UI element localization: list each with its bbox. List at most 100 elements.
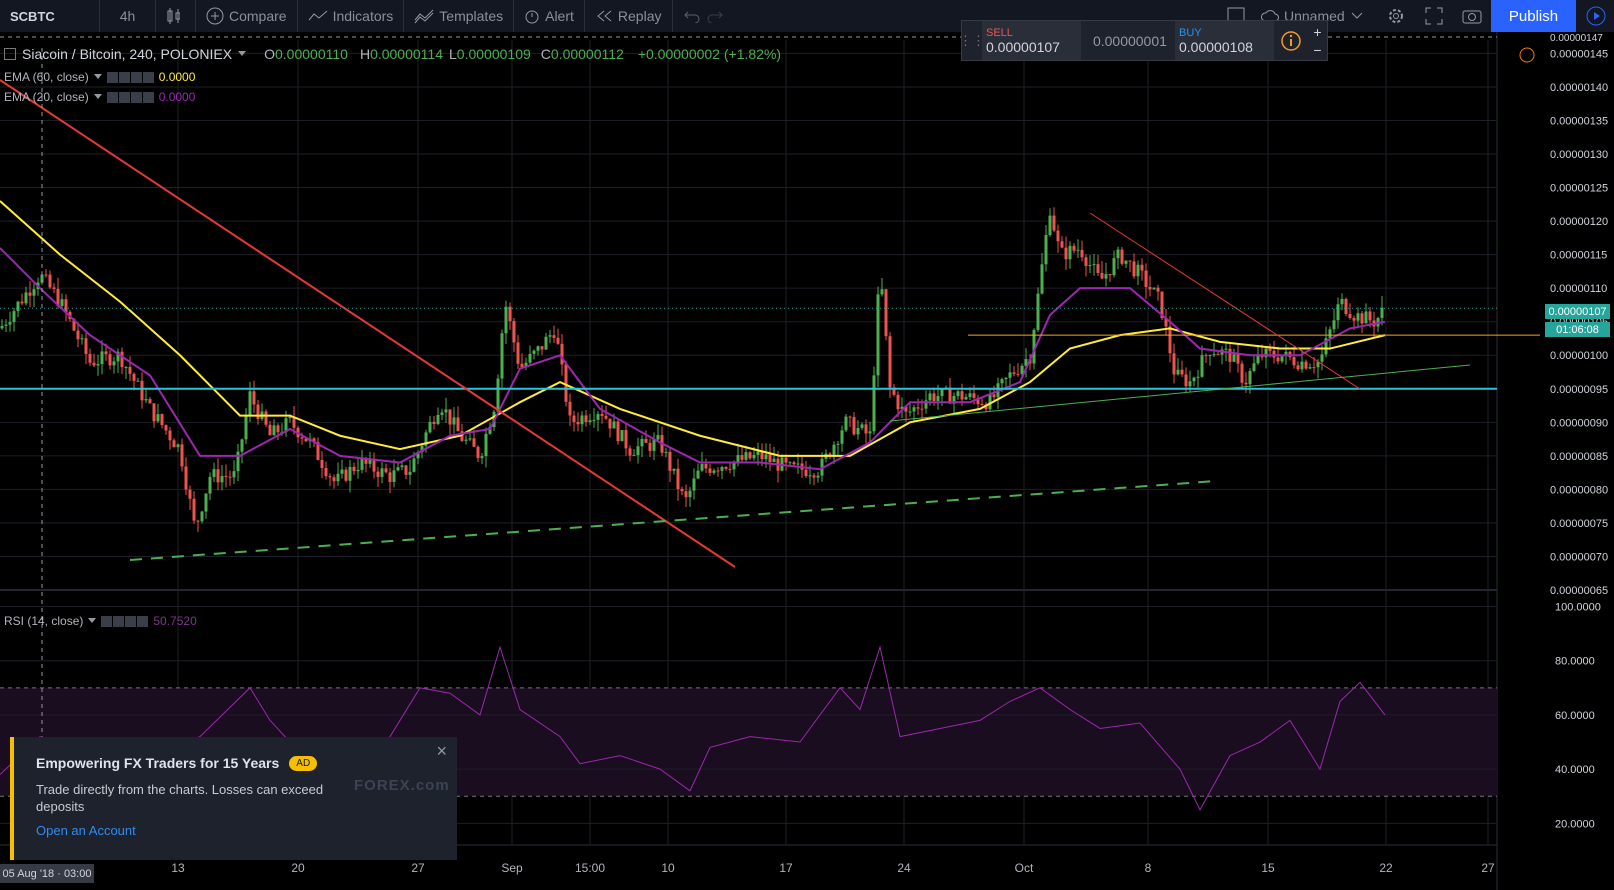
candle-body — [560, 343, 564, 365]
candle-body — [1296, 365, 1300, 370]
settings-button[interactable] — [1378, 0, 1414, 32]
chart-type-button[interactable] — [156, 0, 196, 32]
close-icon[interactable]: × — [436, 741, 447, 761]
candle-body — [1104, 274, 1108, 279]
candle-body — [1112, 258, 1116, 276]
ad-title-text: Empowering FX Traders for 15 Years — [36, 755, 280, 771]
candle-body — [1212, 354, 1216, 356]
chevron-down-icon — [1351, 12, 1363, 19]
alert-button[interactable]: Alert — [514, 0, 585, 32]
high-value: 0.00000114 — [370, 46, 443, 62]
candle-body — [1200, 355, 1204, 377]
indicator-actions[interactable] — [101, 615, 149, 627]
candle-body — [1168, 326, 1172, 354]
candle-body — [276, 425, 280, 433]
candle-body — [952, 395, 956, 404]
publish-button[interactable]: Publish — [1491, 0, 1576, 32]
rsi-tick-label: 80.0000 — [1555, 656, 1595, 668]
candle-body — [880, 289, 884, 295]
time-tick-label: 27 — [1481, 861, 1495, 875]
bar-countdown-tag: 01:06:08 — [1545, 322, 1610, 337]
buy-price: 0.00000108 — [1179, 38, 1253, 55]
candle-body — [208, 476, 212, 494]
candle-body — [760, 451, 764, 460]
collapse-legend-icon[interactable] — [4, 48, 16, 60]
info-button[interactable] — [1274, 21, 1308, 60]
price-tick-label: 0.00000135 — [1550, 115, 1608, 127]
chevron-down-icon — [93, 74, 102, 79]
candle-body — [704, 464, 708, 469]
candle-body — [872, 375, 876, 432]
candle-body — [500, 333, 504, 379]
candle-body — [1340, 298, 1344, 305]
chart-canvas[interactable]: 13 20 27 Sep 15:00 10 17 24 Oct 8 15 22 27 0.00000145… — [0, 32, 1614, 890]
candle-body — [1152, 287, 1156, 290]
indicators-button[interactable]: Indicators — [298, 0, 405, 32]
candle-body — [1004, 377, 1008, 380]
quantity-plus-button[interactable]: + — [1313, 23, 1322, 40]
short-downtrend-line — [1089, 212, 1361, 390]
price-tick-label: 0.00000125 — [1550, 183, 1608, 195]
candle-body — [120, 351, 124, 368]
candle-body — [656, 435, 660, 440]
candle-body — [1252, 363, 1256, 371]
candle-body — [428, 421, 432, 433]
candle-body — [1272, 350, 1276, 358]
interval-selector[interactable]: 4h — [100, 0, 156, 32]
fullscreen-button[interactable] — [1416, 0, 1452, 32]
sell-button[interactable]: SELL 0.00000107 — [982, 21, 1081, 60]
candle-body — [624, 430, 628, 449]
candle-body — [48, 274, 52, 288]
candle-body — [548, 335, 552, 337]
rsi-legend[interactable]: RSI (14, close) 50.7520 — [4, 614, 197, 628]
symbol-title[interactable]: Siacoin / Bitcoin, 240, POLONIEX — [22, 46, 233, 62]
indicator-actions[interactable] — [106, 71, 154, 83]
price-tick-label: 0.00000070 — [1550, 551, 1608, 563]
undo-icon[interactable] — [683, 9, 701, 23]
drag-handle-icon[interactable]: ⋮⋮ — [959, 32, 985, 48]
rsi-value: 50.7520 — [153, 614, 197, 628]
candle-body — [476, 446, 480, 459]
candle-body — [1188, 381, 1192, 387]
candle-body — [1352, 318, 1356, 321]
candle-body — [448, 409, 452, 425]
candle-body — [844, 416, 848, 431]
candle-body — [644, 438, 648, 443]
candle-body — [908, 411, 912, 413]
indicator-actions[interactable] — [106, 91, 154, 103]
ema20-legend[interactable]: EMA (20, close) 0.0000 — [4, 90, 195, 104]
rsi-tick-label: 40.0000 — [1555, 764, 1595, 776]
buy-button[interactable]: BUY 0.00000108 — [1175, 21, 1274, 60]
play-button[interactable] — [1577, 0, 1614, 32]
candle-body — [148, 399, 152, 404]
candle-body — [220, 475, 224, 483]
candle-body — [1060, 241, 1064, 248]
quantity-minus-button[interactable]: − — [1313, 41, 1322, 58]
alert-marker-icon[interactable] — [1519, 47, 1535, 63]
candle-body — [184, 466, 188, 490]
redo-icon[interactable] — [706, 9, 724, 23]
candle-body — [1172, 353, 1176, 375]
sell-label: SELL — [986, 26, 1013, 39]
candle-body — [1180, 369, 1184, 375]
candle-body — [1092, 264, 1096, 266]
symbol-search[interactable]: SCBTC — [0, 0, 100, 32]
candle-body — [748, 452, 752, 459]
price-tick-label: 0.00000115 — [1550, 250, 1607, 262]
candle-body — [340, 469, 344, 474]
candle-body — [612, 421, 616, 429]
indicators-label: Indicators — [332, 8, 394, 24]
candle-body — [416, 452, 420, 459]
candle-body — [928, 393, 932, 401]
compare-button[interactable]: Compare — [196, 0, 298, 32]
open-account-link[interactable]: Open an Account — [36, 823, 136, 838]
candle-body — [388, 472, 392, 482]
ema60-legend[interactable]: EMA (60, close) 0.0000 — [4, 70, 195, 84]
candle-body — [768, 454, 772, 463]
candle-body — [1100, 272, 1104, 279]
candle-body — [1356, 313, 1360, 321]
candle-body — [368, 459, 372, 464]
replay-button[interactable]: Replay — [585, 0, 673, 32]
templates-button[interactable]: Templates — [404, 0, 515, 32]
snapshot-button[interactable] — [1454, 0, 1490, 32]
